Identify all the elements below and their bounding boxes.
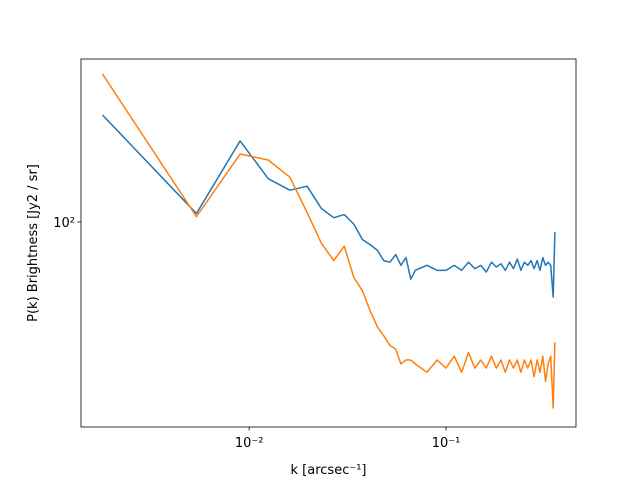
y-axis-label: P(k) Brightness [Jy2 / sr] bbox=[26, 164, 41, 322]
x-tick-label: 10⁻¹ bbox=[432, 436, 461, 451]
x-axis-label: k [arcsec⁻¹] bbox=[291, 463, 367, 478]
x-tick-label: 10⁻² bbox=[235, 436, 264, 451]
data-line bbox=[101, 114, 556, 298]
y-tick-label: 10² bbox=[53, 216, 75, 231]
plot-frame bbox=[80, 58, 577, 428]
data-line bbox=[101, 73, 556, 409]
